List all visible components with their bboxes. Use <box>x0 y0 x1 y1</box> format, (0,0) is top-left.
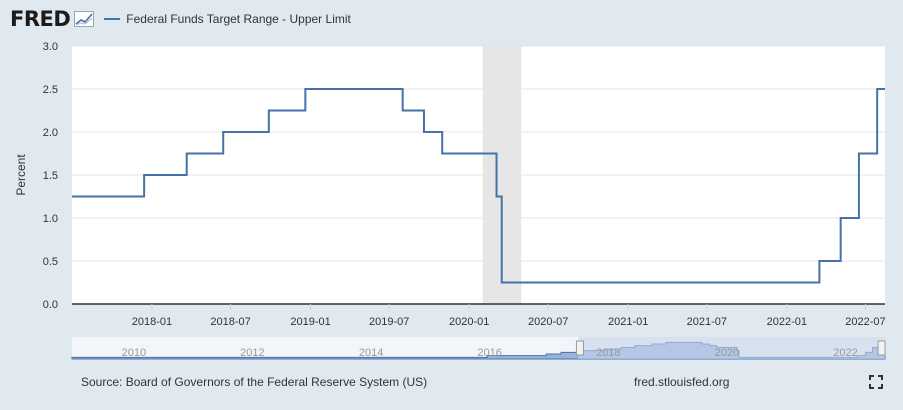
x-tick-label: 2020-01 <box>449 316 489 328</box>
x-tick-label: 2022-01 <box>767 316 807 328</box>
navigator-right-handle[interactable] <box>877 340 886 356</box>
y-tick-label: 0.5 <box>43 256 58 268</box>
navigator-year-label: 2020 <box>715 347 739 359</box>
x-axis: 2018-01 2018-07 2019-01 2019-07 2020-01 2020-… <box>132 304 886 328</box>
y-tick-label: 3.0 <box>43 41 58 53</box>
x-tick-label: 2020-07 <box>528 316 568 328</box>
chart: 0.0 0.5 1.0 1.5 2.0 2.5 3.0 2018-01 2018-07 2019… <box>14 41 886 360</box>
chart-line-icon <box>74 11 95 27</box>
fred-logo[interactable]: FRED <box>10 7 71 31</box>
navigator-left-handle[interactable] <box>575 340 584 356</box>
site-link[interactable]: fred.stlouisfed.org <box>634 375 730 389</box>
navigator-selection <box>578 337 885 359</box>
source-note: Source: Board of Governors of the Federa… <box>81 375 428 389</box>
y-axis: 0.0 0.5 1.0 1.5 2.0 2.5 3.0 <box>43 41 58 311</box>
chart-header: FRED Federal Funds Target Range - Upper … <box>10 6 351 32</box>
navigator-year-label: 2010 <box>122 347 146 359</box>
navigator-year-label: 2018 <box>596 347 620 359</box>
legend-label: Federal Funds Target Range - Upper Limit <box>126 12 351 26</box>
series-line <box>72 88 885 284</box>
navigator[interactable]: 2010 2012 2014 2016 2018 2020 2022 <box>71 337 886 360</box>
navigator-year-label: 2022 <box>833 347 857 359</box>
navigator-year-label: 2016 <box>477 347 501 359</box>
y-axis-label: Percent <box>14 154 28 196</box>
x-tick-label: 2018-07 <box>210 316 250 328</box>
y-tick-label: 1.0 <box>43 213 58 225</box>
series-layer <box>72 88 885 284</box>
x-tick-label: 2021-01 <box>608 316 648 328</box>
navigator-year-label: 2014 <box>359 347 383 359</box>
x-tick-label: 2022-07 <box>845 316 885 328</box>
y-tick-label: 0.0 <box>43 299 58 311</box>
x-tick-label: 2018-01 <box>132 316 172 328</box>
y-tick-label: 2.0 <box>43 127 58 139</box>
expand-icon[interactable] <box>869 375 883 389</box>
y-tick-label: 1.5 <box>43 170 58 182</box>
legend-swatch <box>104 18 121 20</box>
x-tick-label: 2019-01 <box>290 316 330 328</box>
x-tick-label: 2019-07 <box>369 316 409 328</box>
gridlines <box>72 45 885 305</box>
y-tick-label: 2.5 <box>43 84 58 96</box>
navigator-year-label: 2012 <box>240 347 264 359</box>
x-tick-label: 2021-07 <box>687 316 727 328</box>
